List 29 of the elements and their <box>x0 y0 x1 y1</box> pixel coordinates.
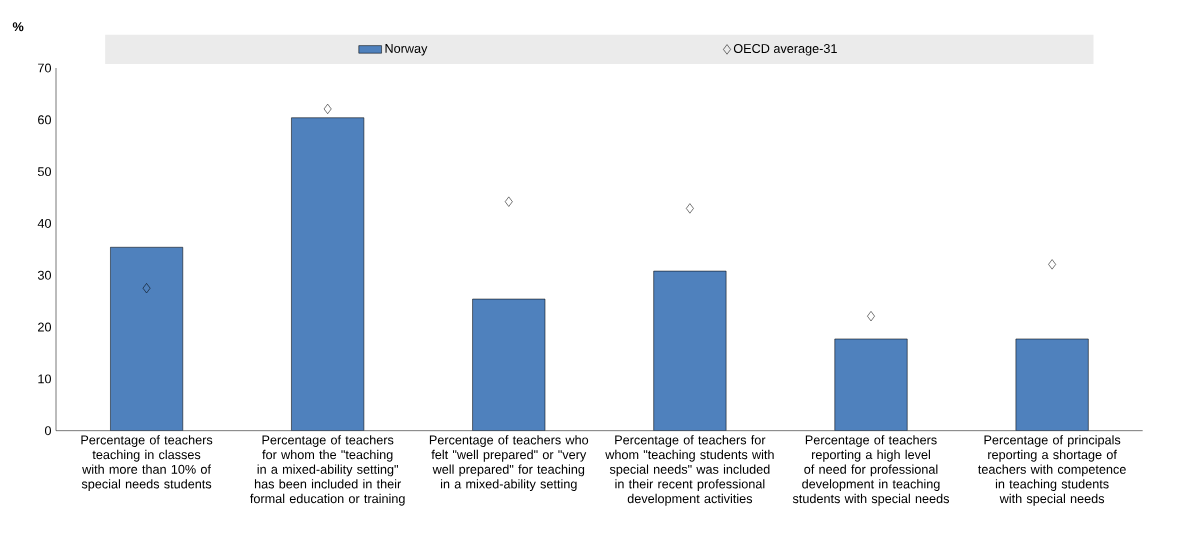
x-tick-label: Percentage of teachers for whom the "teaching in a mixed-ability setting" has been included in their formal education or training <box>250 435 405 506</box>
x-tick-label: Percentage of teachers for whom "teaching students with special needs" was included in their recent professional development activities <box>605 435 774 506</box>
point <box>142 283 151 294</box>
bar <box>1015 338 1089 431</box>
legend-label: OECD average-31 <box>733 44 837 56</box>
bar <box>472 298 546 431</box>
x-tick-label: Percentage of teachers who felt "well prepared" or "very well prepared" for teaching in a mixed-ability setting <box>429 435 589 492</box>
y-tick-label: 70 <box>38 63 52 73</box>
y-tick-label: 30 <box>37 270 52 280</box>
bar <box>291 117 365 431</box>
y-tick-label: 60 <box>38 115 52 125</box>
x-tick-label: Percentage of teachers teaching in classes with more than 10% of special needs students <box>81 435 213 492</box>
bar <box>834 338 908 431</box>
bar <box>653 270 727 431</box>
point <box>1048 259 1056 270</box>
x-tick-label: Percentage of principals reporting a shortage of teachers with competence in teaching students with special needs <box>978 435 1126 506</box>
y-tick-label: 10 <box>38 374 52 384</box>
point <box>323 104 332 115</box>
y-tick-label: 20 <box>38 322 52 332</box>
legend-label: Norway <box>385 44 428 56</box>
point <box>686 203 694 214</box>
x-tick-label: Percentage of teachers reporting a high level of need for professional development in teaching students with special needs <box>792 435 950 506</box>
y-tick-label: 0 <box>44 426 52 436</box>
point <box>504 196 513 207</box>
bar <box>110 247 184 431</box>
point <box>867 311 875 322</box>
y-tick-label: 50 <box>37 167 52 177</box>
y-tick-label: 40 <box>37 219 52 229</box>
y-axis-title: % <box>12 22 24 32</box>
